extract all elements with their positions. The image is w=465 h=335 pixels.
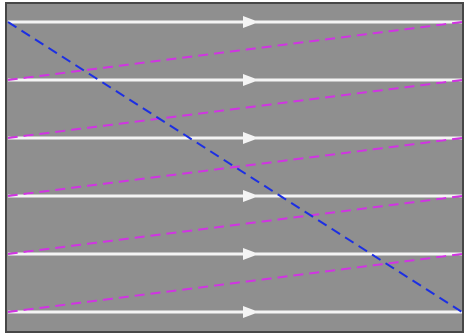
scan-direction-arrow-icon [243,16,259,28]
vertical-retrace-line [7,21,463,313]
horizontal-retrace-line [7,195,463,255]
horizontal-retrace-line [7,79,463,139]
scan-lines-group [8,16,462,318]
scan-direction-arrow-icon [243,190,259,202]
scan-direction-arrow-icon [243,132,259,144]
scan-direction-arrow-icon [243,306,259,318]
horizontal-retrace-line [7,137,463,197]
vertical-retrace-group [7,21,463,313]
scan-direction-arrow-icon [243,74,259,86]
horizontal-retrace-group [7,21,463,313]
scan-direction-arrow-icon [243,248,259,260]
horizontal-retrace-line [7,21,463,81]
horizontal-retrace-line [7,253,463,313]
